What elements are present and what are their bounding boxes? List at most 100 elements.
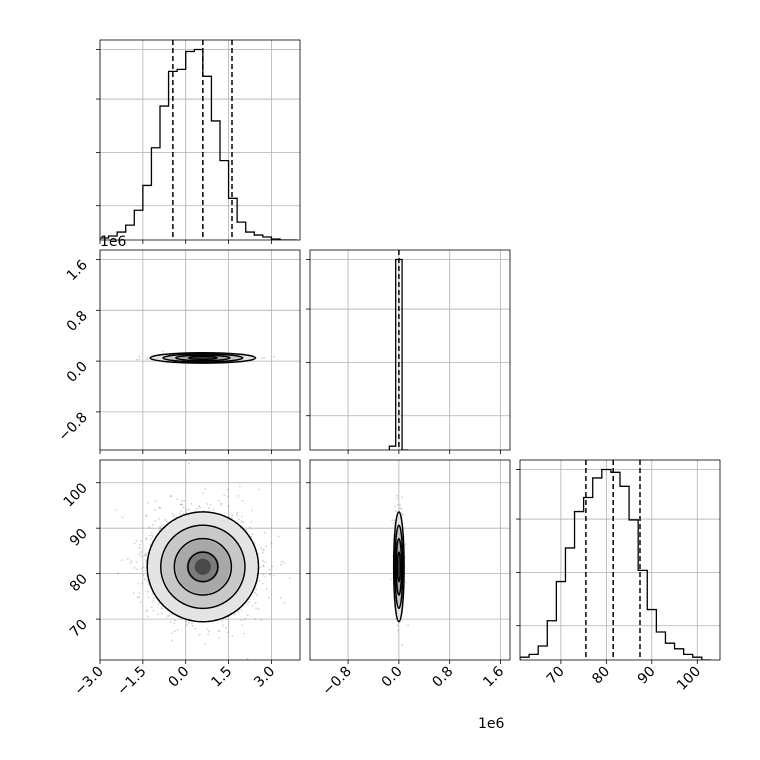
scatter-point [154, 509, 156, 512]
scatter-point [254, 602, 257, 604]
scatter-point [288, 577, 291, 580]
scatter-point [147, 596, 150, 598]
scatter-point [143, 578, 146, 581]
scatter-point [261, 357, 264, 360]
contour-line [146, 511, 260, 623]
scatter-point [145, 514, 148, 516]
scatter-point [227, 631, 230, 634]
x-tick-label: 1.5 [208, 664, 235, 691]
scatter-point [393, 519, 396, 522]
scatter-point [191, 625, 194, 627]
scatter-point [130, 560, 133, 562]
scatter-point [206, 628, 209, 630]
scatter-point [138, 596, 140, 598]
scatter-point [248, 601, 251, 603]
histogram-p1-content [310, 250, 510, 450]
scatter-point [231, 635, 234, 637]
scatter-point [396, 497, 399, 500]
scatter-point [159, 525, 162, 528]
scatter-point [185, 508, 188, 511]
scatter-point [241, 499, 244, 502]
scatter-point [242, 632, 245, 635]
scatter-point [237, 495, 240, 497]
scatter-point [405, 581, 407, 584]
scatter-point [148, 526, 150, 529]
scatter-point [207, 633, 210, 636]
scatter-point [268, 596, 270, 599]
scatter-point [259, 547, 262, 549]
scatter-point [269, 573, 272, 575]
scatter-point [145, 537, 148, 540]
scatter-point [254, 591, 256, 594]
scatter-point [400, 496, 403, 499]
scatter-point [283, 601, 286, 604]
scatter-point [152, 600, 155, 602]
scatter-point [121, 516, 124, 519]
axes-frame [99, 459, 301, 661]
scatter-point [180, 503, 182, 506]
scatter-point [198, 505, 201, 507]
scatter-point [396, 504, 399, 506]
scatter-point [268, 568, 271, 571]
density-level [194, 558, 212, 575]
scatter-point [199, 506, 201, 509]
scatter-point [170, 632, 173, 635]
scatter-point [396, 494, 399, 497]
scatter-point [149, 543, 151, 546]
axes-frame [99, 249, 301, 451]
scatter-point [399, 507, 401, 510]
scatter-point [196, 507, 198, 510]
scatter-point [120, 559, 123, 562]
scatter-point [236, 515, 239, 517]
scatter-point [258, 580, 261, 582]
scatter-point [143, 554, 146, 557]
scatter-point [133, 567, 136, 569]
scatter-point [399, 504, 401, 506]
scatter-point [270, 542, 273, 545]
scatter-point [166, 520, 168, 523]
scatter-point [260, 619, 263, 621]
scatter-point [140, 555, 143, 558]
y-tick-label: 0.0 [64, 359, 91, 386]
scatter-point [209, 503, 212, 506]
scatter-point [150, 606, 153, 609]
scatter-point [146, 609, 149, 611]
scatter-point [194, 627, 197, 630]
scatter-point [164, 518, 167, 521]
scatter-point [273, 355, 276, 358]
scatter-point [149, 537, 152, 540]
contour-line [160, 524, 246, 610]
y-tick-label: 0.8 [64, 308, 91, 335]
scatter-point [188, 462, 191, 465]
scatter-point [221, 620, 224, 623]
scatter-point [138, 355, 140, 358]
scatter-point [223, 494, 226, 497]
scatter-point [240, 520, 243, 523]
scatter-point [157, 613, 159, 616]
scatter-point [146, 357, 149, 360]
scatter-point [135, 539, 138, 542]
scatter-point [279, 597, 282, 599]
scatter-point [391, 519, 393, 522]
scatter-point [233, 613, 236, 616]
density-level [195, 357, 211, 359]
scatter-point [114, 509, 117, 512]
scatter-point [265, 588, 268, 590]
histogram-p2-content [520, 460, 720, 660]
x-tick-label: 80 [589, 664, 613, 688]
contour-line [173, 537, 233, 596]
x-axis-offset-label: 1e6 [478, 716, 505, 732]
scatter-point [139, 601, 142, 604]
scatter-point [254, 618, 257, 620]
histogram-p0 [96, 39, 301, 241]
scatter-point [255, 607, 257, 609]
scatter-point [147, 615, 150, 618]
contour-line [396, 551, 402, 583]
scatter-point [152, 524, 154, 526]
scatter-point [159, 527, 162, 530]
scatter-point [146, 502, 149, 504]
scatter-point [264, 561, 267, 564]
scatter-point [161, 612, 163, 615]
scatter-point [263, 356, 266, 359]
scatter-point [263, 548, 265, 551]
